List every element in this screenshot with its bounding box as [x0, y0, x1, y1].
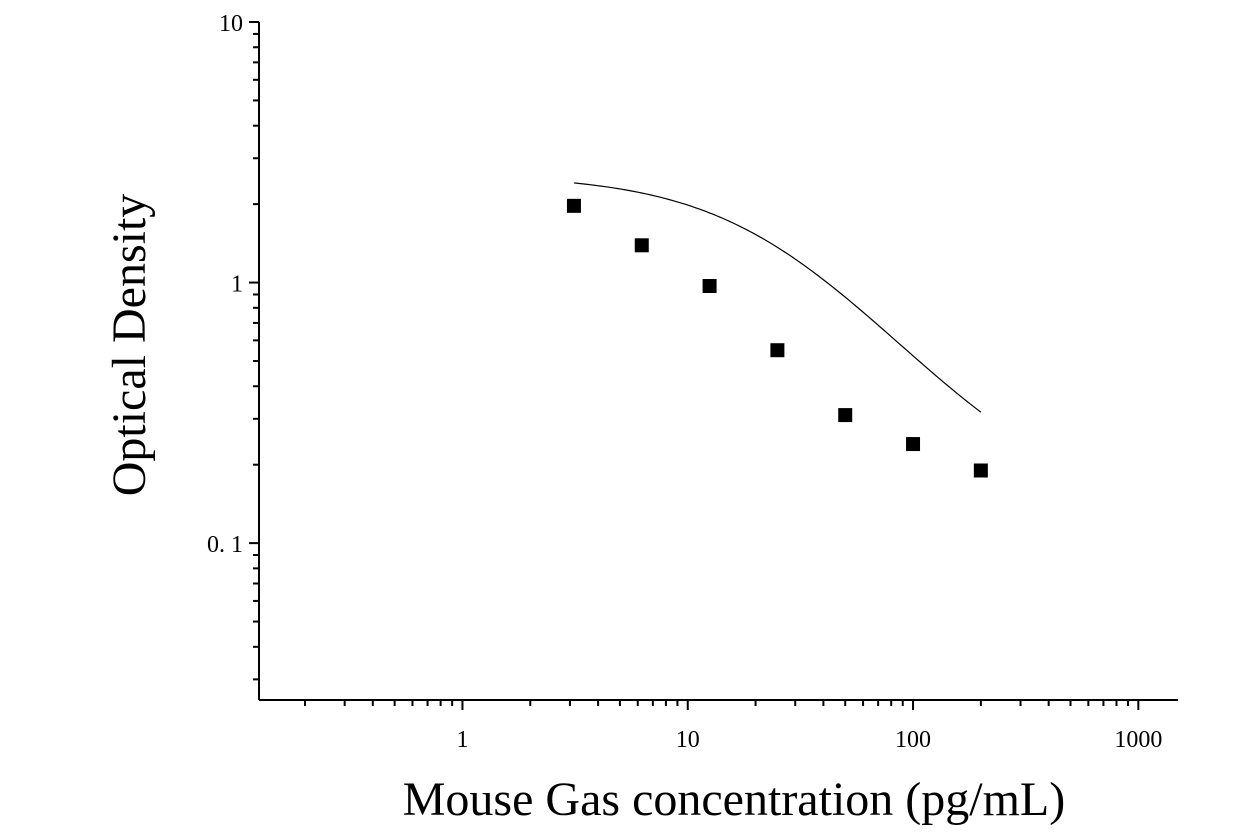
fit-curve	[573, 182, 982, 413]
data-point	[973, 463, 988, 478]
x-tick-label: 100	[895, 727, 931, 753]
data-point	[770, 343, 785, 358]
x-tick-label: 1	[456, 727, 468, 753]
x-ticks	[303, 700, 1140, 710]
data-point	[906, 437, 921, 452]
y-tick-label: 10	[219, 11, 243, 37]
data-point	[566, 198, 581, 213]
x-tick-labels: 1 10 100 1000	[456, 727, 1162, 753]
y-axis-title: Optical Density	[103, 194, 156, 497]
y-tick-labels: 10 1 0. 1	[207, 11, 243, 558]
axes	[258, 22, 1178, 701]
y-tick-label: 0. 1	[207, 532, 243, 558]
data-point	[702, 279, 717, 294]
x-axis-title: Mouse Gas concentration (pg/mL)	[403, 773, 1065, 826]
data-markers	[566, 198, 988, 478]
x-tick-label: 10	[676, 727, 700, 753]
data-point	[838, 408, 853, 423]
y-tick-label: 1	[231, 272, 243, 298]
data-point	[634, 238, 649, 253]
x-tick-label: 1000	[1114, 727, 1162, 753]
y-ticks	[249, 21, 259, 681]
